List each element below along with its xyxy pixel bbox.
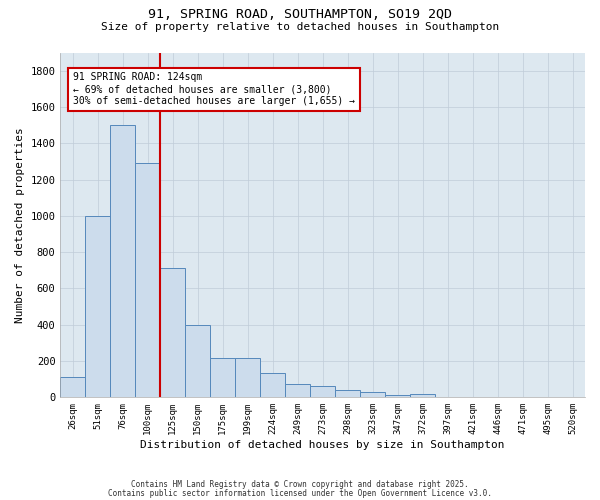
Bar bbox=[385, 394, 410, 398]
X-axis label: Distribution of detached houses by size in Southampton: Distribution of detached houses by size … bbox=[140, 440, 505, 450]
Bar bbox=[310, 386, 335, 398]
Bar bbox=[410, 394, 435, 398]
Text: Size of property relative to detached houses in Southampton: Size of property relative to detached ho… bbox=[101, 22, 499, 32]
Bar bbox=[185, 324, 210, 398]
Bar bbox=[360, 392, 385, 398]
Bar bbox=[110, 125, 136, 398]
Text: 91 SPRING ROAD: 124sqm
← 69% of detached houses are smaller (3,800)
30% of semi-: 91 SPRING ROAD: 124sqm ← 69% of detached… bbox=[73, 72, 355, 106]
Bar bbox=[85, 216, 110, 398]
Bar bbox=[210, 358, 235, 398]
Bar bbox=[160, 268, 185, 398]
Text: 91, SPRING ROAD, SOUTHAMPTON, SO19 2QD: 91, SPRING ROAD, SOUTHAMPTON, SO19 2QD bbox=[148, 8, 452, 20]
Bar bbox=[61, 378, 85, 398]
Text: Contains HM Land Registry data © Crown copyright and database right 2025.: Contains HM Land Registry data © Crown c… bbox=[131, 480, 469, 489]
Bar bbox=[335, 390, 360, 398]
Y-axis label: Number of detached properties: Number of detached properties bbox=[15, 127, 25, 323]
Bar bbox=[235, 358, 260, 398]
Bar bbox=[285, 384, 310, 398]
Bar bbox=[260, 373, 285, 398]
Bar bbox=[136, 163, 160, 398]
Text: Contains public sector information licensed under the Open Government Licence v3: Contains public sector information licen… bbox=[108, 488, 492, 498]
